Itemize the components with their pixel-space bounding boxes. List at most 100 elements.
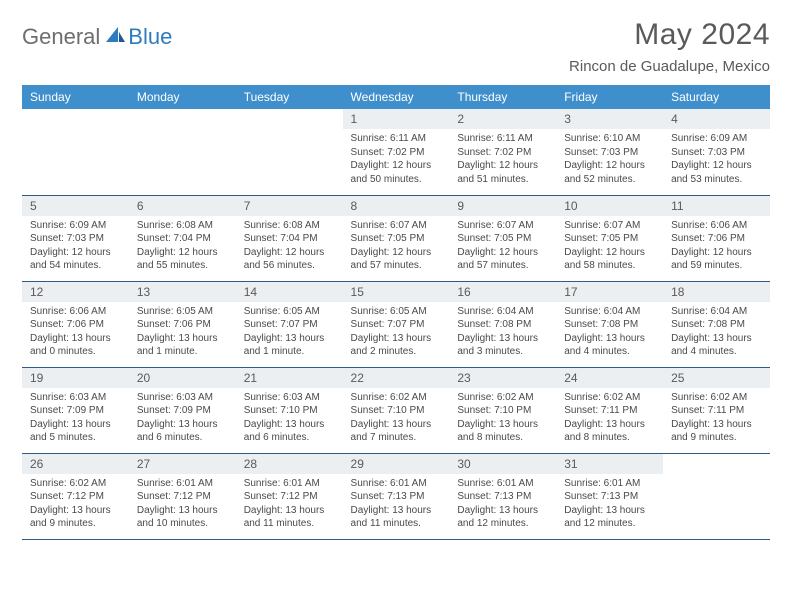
weekday-header: Saturday <box>663 85 770 109</box>
brand-part1: General <box>22 24 100 50</box>
weekday-header: Monday <box>129 85 236 109</box>
day-number: 28 <box>236 454 343 474</box>
day-info: Sunrise: 6:08 AMSunset: 7:04 PMDaylight:… <box>236 216 343 279</box>
day-number: 11 <box>663 196 770 216</box>
calendar-week-row: 26Sunrise: 6:02 AMSunset: 7:12 PMDayligh… <box>22 453 770 539</box>
calendar-day-cell: 2Sunrise: 6:11 AMSunset: 7:02 PMDaylight… <box>449 109 556 195</box>
calendar-day-cell: 7Sunrise: 6:08 AMSunset: 7:04 PMDaylight… <box>236 195 343 281</box>
day-number: 29 <box>343 454 450 474</box>
calendar-day-cell: 17Sunrise: 6:04 AMSunset: 7:08 PMDayligh… <box>556 281 663 367</box>
weekday-header: Tuesday <box>236 85 343 109</box>
day-info: Sunrise: 6:01 AMSunset: 7:12 PMDaylight:… <box>129 474 236 537</box>
weekday-header-row: SundayMondayTuesdayWednesdayThursdayFrid… <box>22 85 770 109</box>
calendar-day-cell <box>236 109 343 195</box>
calendar-day-cell: 23Sunrise: 6:02 AMSunset: 7:10 PMDayligh… <box>449 367 556 453</box>
calendar-day-cell: 20Sunrise: 6:03 AMSunset: 7:09 PMDayligh… <box>129 367 236 453</box>
title-block: May 2024 Rincon de Guadalupe, Mexico <box>569 18 770 75</box>
day-number: 7 <box>236 196 343 216</box>
calendar-day-cell: 14Sunrise: 6:05 AMSunset: 7:07 PMDayligh… <box>236 281 343 367</box>
calendar-day-cell: 28Sunrise: 6:01 AMSunset: 7:12 PMDayligh… <box>236 453 343 539</box>
day-info: Sunrise: 6:05 AMSunset: 7:07 PMDaylight:… <box>343 302 450 365</box>
day-info: Sunrise: 6:09 AMSunset: 7:03 PMDaylight:… <box>663 129 770 192</box>
day-number-empty <box>129 109 236 129</box>
day-info: Sunrise: 6:08 AMSunset: 7:04 PMDaylight:… <box>129 216 236 279</box>
day-number-empty <box>22 109 129 129</box>
day-number: 23 <box>449 368 556 388</box>
day-info: Sunrise: 6:05 AMSunset: 7:06 PMDaylight:… <box>129 302 236 365</box>
day-info: Sunrise: 6:06 AMSunset: 7:06 PMDaylight:… <box>663 216 770 279</box>
day-info: Sunrise: 6:04 AMSunset: 7:08 PMDaylight:… <box>663 302 770 365</box>
day-info: Sunrise: 6:02 AMSunset: 7:11 PMDaylight:… <box>556 388 663 451</box>
day-number: 6 <box>129 196 236 216</box>
day-number: 20 <box>129 368 236 388</box>
calendar-day-cell: 24Sunrise: 6:02 AMSunset: 7:11 PMDayligh… <box>556 367 663 453</box>
calendar-day-cell: 9Sunrise: 6:07 AMSunset: 7:05 PMDaylight… <box>449 195 556 281</box>
calendar-day-cell: 27Sunrise: 6:01 AMSunset: 7:12 PMDayligh… <box>129 453 236 539</box>
day-number: 19 <box>22 368 129 388</box>
calendar-day-cell: 15Sunrise: 6:05 AMSunset: 7:07 PMDayligh… <box>343 281 450 367</box>
brand-part2: Blue <box>128 24 172 50</box>
day-number: 9 <box>449 196 556 216</box>
day-number: 8 <box>343 196 450 216</box>
brand-logo: General Blue <box>22 18 172 50</box>
month-year-title: May 2024 <box>569 18 770 52</box>
day-info: Sunrise: 6:02 AMSunset: 7:10 PMDaylight:… <box>449 388 556 451</box>
day-info: Sunrise: 6:02 AMSunset: 7:12 PMDaylight:… <box>22 474 129 537</box>
calendar-day-cell <box>663 453 770 539</box>
day-number: 16 <box>449 282 556 302</box>
day-info: Sunrise: 6:03 AMSunset: 7:09 PMDaylight:… <box>22 388 129 451</box>
calendar-week-row: 19Sunrise: 6:03 AMSunset: 7:09 PMDayligh… <box>22 367 770 453</box>
header: General Blue May 2024 Rincon de Guadalup… <box>22 18 770 75</box>
calendar-day-cell: 30Sunrise: 6:01 AMSunset: 7:13 PMDayligh… <box>449 453 556 539</box>
calendar-week-row: 5Sunrise: 6:09 AMSunset: 7:03 PMDaylight… <box>22 195 770 281</box>
weekday-header: Sunday <box>22 85 129 109</box>
calendar-day-cell: 12Sunrise: 6:06 AMSunset: 7:06 PMDayligh… <box>22 281 129 367</box>
day-info: Sunrise: 6:01 AMSunset: 7:13 PMDaylight:… <box>343 474 450 537</box>
day-number: 3 <box>556 109 663 129</box>
calendar-day-cell: 19Sunrise: 6:03 AMSunset: 7:09 PMDayligh… <box>22 367 129 453</box>
day-info: Sunrise: 6:05 AMSunset: 7:07 PMDaylight:… <box>236 302 343 365</box>
calendar-week-row: 1Sunrise: 6:11 AMSunset: 7:02 PMDaylight… <box>22 109 770 195</box>
day-info: Sunrise: 6:01 AMSunset: 7:13 PMDaylight:… <box>449 474 556 537</box>
day-number: 12 <box>22 282 129 302</box>
weekday-header: Friday <box>556 85 663 109</box>
day-number: 1 <box>343 109 450 129</box>
calendar-day-cell: 31Sunrise: 6:01 AMSunset: 7:13 PMDayligh… <box>556 453 663 539</box>
day-info: Sunrise: 6:10 AMSunset: 7:03 PMDaylight:… <box>556 129 663 192</box>
day-number: 13 <box>129 282 236 302</box>
day-number: 14 <box>236 282 343 302</box>
calendar-day-cell: 10Sunrise: 6:07 AMSunset: 7:05 PMDayligh… <box>556 195 663 281</box>
calendar-day-cell <box>22 109 129 195</box>
calendar-day-cell: 21Sunrise: 6:03 AMSunset: 7:10 PMDayligh… <box>236 367 343 453</box>
day-info: Sunrise: 6:07 AMSunset: 7:05 PMDaylight:… <box>556 216 663 279</box>
calendar-day-cell: 18Sunrise: 6:04 AMSunset: 7:08 PMDayligh… <box>663 281 770 367</box>
calendar-week-row: 12Sunrise: 6:06 AMSunset: 7:06 PMDayligh… <box>22 281 770 367</box>
day-info: Sunrise: 6:07 AMSunset: 7:05 PMDaylight:… <box>343 216 450 279</box>
day-number: 30 <box>449 454 556 474</box>
calendar-body: 1Sunrise: 6:11 AMSunset: 7:02 PMDaylight… <box>22 109 770 539</box>
day-number-empty <box>663 454 770 474</box>
day-number: 4 <box>663 109 770 129</box>
day-info: Sunrise: 6:01 AMSunset: 7:13 PMDaylight:… <box>556 474 663 537</box>
day-info: Sunrise: 6:02 AMSunset: 7:10 PMDaylight:… <box>343 388 450 451</box>
calendar-day-cell: 25Sunrise: 6:02 AMSunset: 7:11 PMDayligh… <box>663 367 770 453</box>
day-info: Sunrise: 6:01 AMSunset: 7:12 PMDaylight:… <box>236 474 343 537</box>
calendar-day-cell: 22Sunrise: 6:02 AMSunset: 7:10 PMDayligh… <box>343 367 450 453</box>
day-number: 21 <box>236 368 343 388</box>
calendar-day-cell: 4Sunrise: 6:09 AMSunset: 7:03 PMDaylight… <box>663 109 770 195</box>
day-number: 22 <box>343 368 450 388</box>
calendar-table: SundayMondayTuesdayWednesdayThursdayFrid… <box>22 85 770 540</box>
calendar-day-cell: 5Sunrise: 6:09 AMSunset: 7:03 PMDaylight… <box>22 195 129 281</box>
weekday-header: Thursday <box>449 85 556 109</box>
day-number: 17 <box>556 282 663 302</box>
day-number: 31 <box>556 454 663 474</box>
day-info: Sunrise: 6:06 AMSunset: 7:06 PMDaylight:… <box>22 302 129 365</box>
calendar-day-cell: 3Sunrise: 6:10 AMSunset: 7:03 PMDaylight… <box>556 109 663 195</box>
day-info: Sunrise: 6:07 AMSunset: 7:05 PMDaylight:… <box>449 216 556 279</box>
day-number: 26 <box>22 454 129 474</box>
day-info: Sunrise: 6:02 AMSunset: 7:11 PMDaylight:… <box>663 388 770 451</box>
calendar-day-cell: 13Sunrise: 6:05 AMSunset: 7:06 PMDayligh… <box>129 281 236 367</box>
day-info: Sunrise: 6:11 AMSunset: 7:02 PMDaylight:… <box>343 129 450 192</box>
day-number: 2 <box>449 109 556 129</box>
calendar-day-cell: 29Sunrise: 6:01 AMSunset: 7:13 PMDayligh… <box>343 453 450 539</box>
